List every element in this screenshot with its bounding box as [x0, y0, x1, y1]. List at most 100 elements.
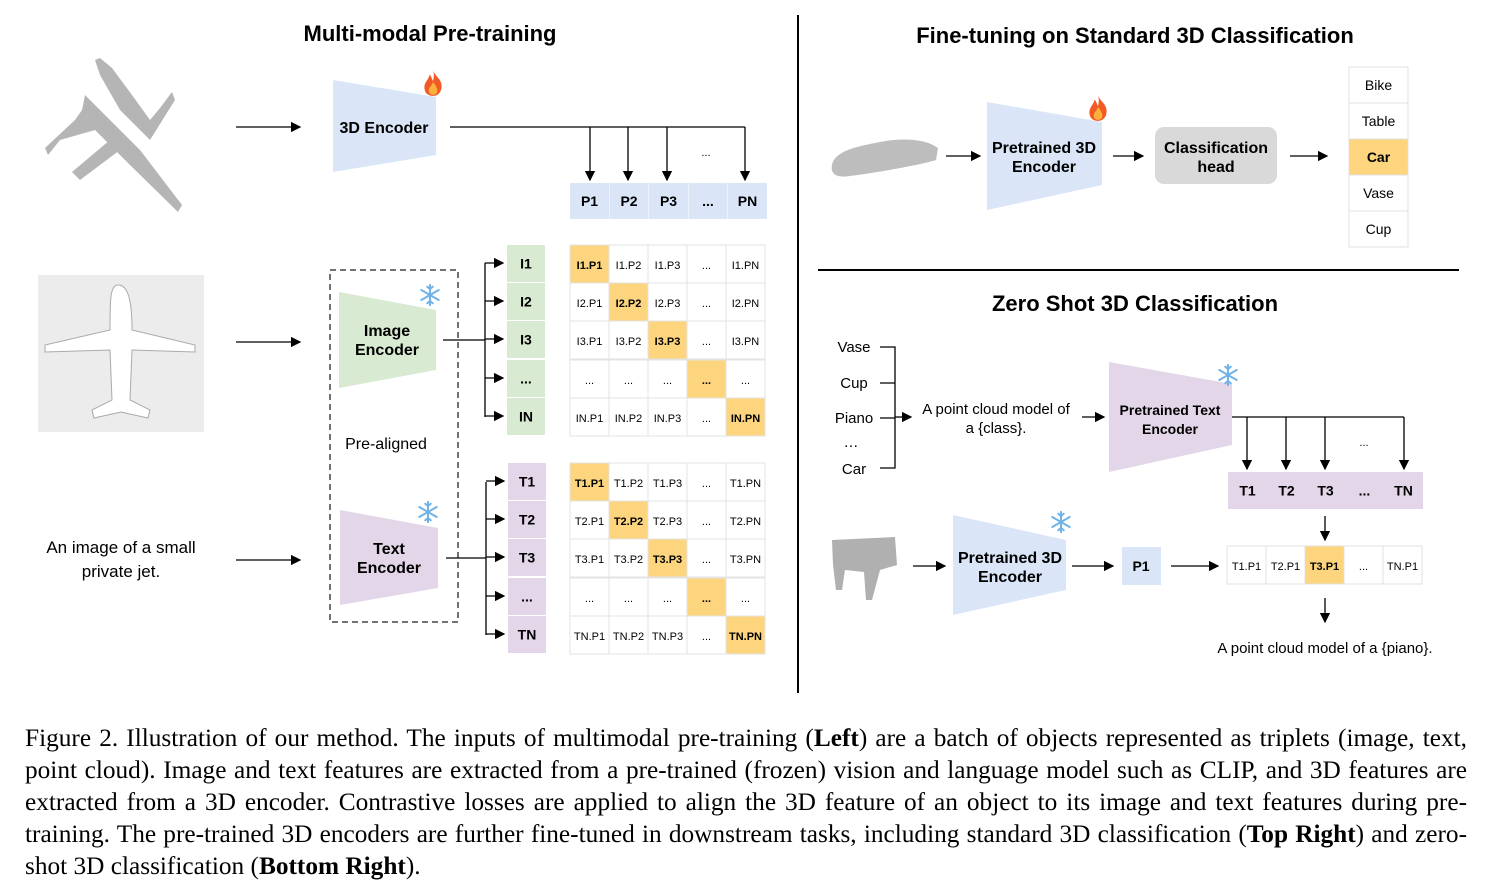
matrix-cell: ...: [686, 500, 727, 540]
matrix-cell-bg: [647, 320, 688, 360]
t-feature: T3: [508, 539, 546, 576]
matrix-cell-label: TN.P2: [613, 631, 644, 643]
matrix-cell-bg: [569, 615, 610, 655]
fire-icon: [424, 70, 442, 96]
prediction-text: A point cloud model of a {piano}.: [1217, 640, 1432, 657]
t-feature-bg: [508, 501, 546, 538]
matrix-cell: I2.P1: [569, 282, 610, 322]
matrix-cell-bg: [608, 397, 649, 437]
piano-point-cloud: [832, 537, 897, 600]
ellipsis: ...: [1359, 437, 1368, 449]
matrix-cell-label: IN.P3: [654, 413, 682, 425]
matrix-cell-bg: [686, 577, 727, 617]
matrix-cell-bg: [686, 244, 727, 284]
matrix-cell-label: TN.P1: [574, 631, 605, 643]
i-feature: I3: [507, 321, 545, 358]
matrix-cell-bg: [686, 615, 727, 655]
matrix-cell: ...: [686, 577, 727, 617]
matrix-cell-label: I3.P1: [577, 336, 603, 348]
class-item-label: Table: [1362, 113, 1396, 129]
i-feature-label: I2: [520, 294, 532, 310]
matrix-cell: I1.P2: [608, 244, 649, 284]
method-diagram: Multi-modal Pre-training 3D Encoder ... …: [38, 15, 1459, 693]
score-cell-label: ...: [1359, 561, 1368, 573]
score-cell-label: T1.P1: [1232, 561, 1261, 573]
matrix-cell-label: IN.P1: [576, 413, 604, 425]
matrix-cell-bg: [608, 615, 649, 655]
matrix-cell-label: I1.P3: [655, 260, 681, 272]
p-feature-label: ...: [702, 193, 714, 209]
p-feature-label: P3: [660, 193, 677, 209]
matrix-cell-label: T3.PN: [730, 554, 761, 566]
encoder-label: Encoder: [1012, 159, 1076, 176]
matrix-cell-label: T2.P1: [575, 516, 604, 528]
matrix-cell-label: I1.P2: [616, 260, 642, 272]
matrix-cell-label: IN.P2: [615, 413, 643, 425]
score-cell: T1.P1: [1226, 545, 1267, 585]
matrix-cell: ...: [608, 359, 649, 399]
matrix-cell-bg: [725, 462, 766, 502]
matrix-cell-label: ...: [663, 375, 672, 387]
matrix-cell-label: I2.P1: [577, 298, 603, 310]
matrix-cell-label: I1.PN: [732, 260, 760, 272]
matrix-cell-label: I3.P3: [655, 336, 681, 348]
pretrained-3d-encoder-zs: Pretrained 3D Encoder: [953, 515, 1066, 615]
p-feature: P1: [570, 183, 609, 219]
text-encoder-label: Encoder: [1142, 421, 1199, 437]
pre-aligned-box: [329, 269, 459, 623]
matrix-cell: ...: [725, 577, 766, 617]
i-feature-bg: [507, 321, 545, 358]
matrix-cell: ...: [686, 615, 727, 655]
matrix-cell-bg: [686, 397, 727, 437]
p-feature-arrows: [450, 126, 751, 182]
matrix-cell-bg: [647, 462, 688, 502]
matrix-cell-bg: [569, 462, 610, 502]
p-feature: P3: [649, 183, 688, 219]
matrix-cell: IN.P2: [608, 397, 649, 437]
matrix-cell: TN.P1: [569, 615, 610, 655]
caption-text: Figure 2. Illustration of our method. Th…: [25, 724, 814, 752]
matrix-cell: I3.P1: [569, 320, 610, 360]
matrix-cell-label: ...: [741, 593, 750, 605]
3d-encoder: 3D Encoder: [333, 80, 436, 172]
matrix-cell: ...: [569, 359, 610, 399]
score-cell: T3.P1: [1304, 545, 1345, 585]
matrix-cell-bg: [647, 359, 688, 399]
snowflake-icon: [420, 284, 440, 306]
t-feature-bg: [508, 463, 546, 500]
p-feature: PN: [728, 183, 767, 219]
matrix-cell-bg: [686, 359, 727, 399]
class-item-label: Bike: [1365, 77, 1392, 93]
caption-text: ).: [405, 852, 421, 880]
t-feature-bg: [1345, 472, 1384, 509]
matrix-cell: ...: [608, 577, 649, 617]
encoder-label: Pretrained 3D: [992, 140, 1096, 157]
i-feature-bg: [507, 245, 545, 282]
p-feature-bg: [609, 183, 649, 219]
matrix-cell-label: ...: [702, 375, 711, 387]
matrix-cell: I2.P3: [647, 282, 688, 322]
class-name: Car: [842, 461, 866, 478]
matrix-cell-bg: [647, 615, 688, 655]
matrix-cell-label: TN.P3: [652, 631, 683, 643]
t-feature-arrows: [1232, 416, 1410, 624]
class-item-label: Vase: [1363, 185, 1394, 201]
matrix-cell-label: I1.P1: [577, 260, 603, 272]
i-feature-label: I1: [520, 256, 532, 272]
matrix-cell-label: ...: [702, 336, 711, 348]
text-encoder-label: Encoder: [357, 560, 421, 577]
matrix-cell: I1.P1: [569, 244, 610, 284]
matrix-cell-label: I2.P3: [655, 298, 681, 310]
t-feature-label: T1: [1239, 483, 1256, 499]
t-feature: T2: [1267, 472, 1306, 509]
matrix-cell-label: I3.PN: [732, 336, 760, 348]
i-feature-bg: [507, 360, 545, 397]
matrix-cell: TN.P2: [608, 615, 649, 655]
prompt-template: A point cloud model of: [922, 401, 1070, 418]
t-feature-bg: [1228, 472, 1267, 509]
i-feature-bg: [507, 398, 545, 435]
score-cell-bg: [1382, 545, 1423, 585]
matrix-cell-bg: [647, 538, 688, 578]
matrix-cell-bg: [608, 359, 649, 399]
t-feature-label: ...: [521, 589, 533, 605]
